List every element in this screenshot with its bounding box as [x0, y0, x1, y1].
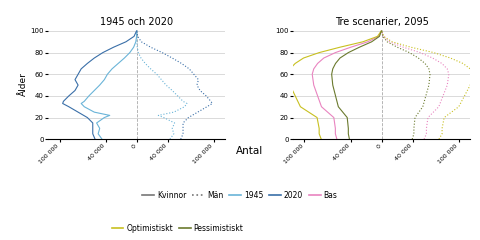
- Title: 1945 och 2020: 1945 och 2020: [100, 17, 173, 27]
- Legend: Kvinnor, Män, 1945, 2020, Bas: Kvinnor, Män, 1945, 2020, Bas: [139, 187, 341, 203]
- Legend: Optimistiskt, Pessimistiskt: Optimistiskt, Pessimistiskt: [108, 221, 247, 236]
- Y-axis label: Ålder: Ålder: [19, 72, 27, 96]
- Text: Antal: Antal: [236, 146, 263, 156]
- Title: Tre scenarier, 2095: Tre scenarier, 2095: [335, 17, 429, 27]
